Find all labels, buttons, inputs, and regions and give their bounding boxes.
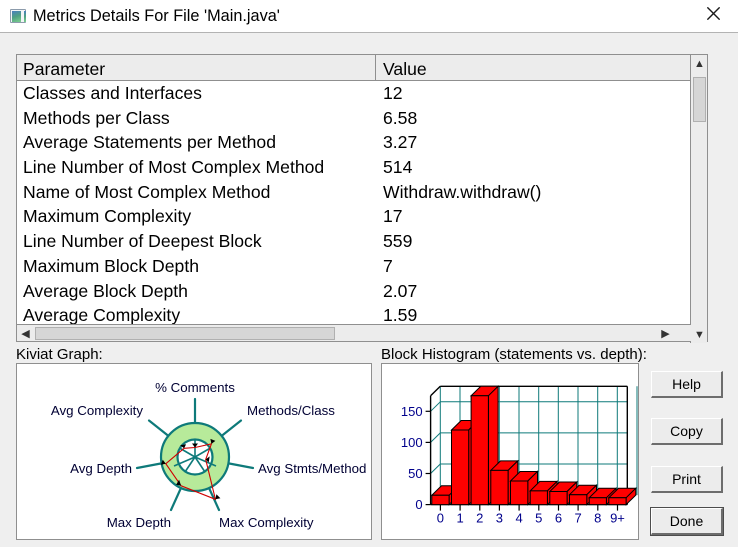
svg-text:Methods/Class: Methods/Class — [247, 403, 335, 418]
svg-text:Avg Stmts/Method: Avg Stmts/Method — [258, 461, 366, 476]
svg-text:1: 1 — [456, 511, 463, 526]
svg-text:Max Depth: Max Depth — [107, 515, 171, 530]
svg-text:4: 4 — [515, 511, 522, 526]
svg-text:5: 5 — [535, 511, 542, 526]
svg-text:Max Complexity: Max Complexity — [219, 515, 314, 530]
svg-text:0: 0 — [437, 511, 444, 526]
svg-text:150: 150 — [401, 404, 423, 419]
svg-text:6: 6 — [555, 511, 562, 526]
svg-text:% Comments: % Comments — [155, 380, 235, 395]
svg-text:Avg Depth: Avg Depth — [70, 461, 132, 476]
svg-text:0: 0 — [415, 497, 422, 512]
svg-text:Avg Complexity: Avg Complexity — [51, 403, 143, 418]
svg-text:7: 7 — [574, 511, 581, 526]
svg-text:3: 3 — [496, 511, 503, 526]
svg-text:100: 100 — [401, 435, 423, 450]
svg-text:50: 50 — [408, 466, 422, 481]
svg-text:2: 2 — [476, 511, 483, 526]
svg-text:9+: 9+ — [610, 511, 625, 526]
svg-text:8: 8 — [594, 511, 601, 526]
